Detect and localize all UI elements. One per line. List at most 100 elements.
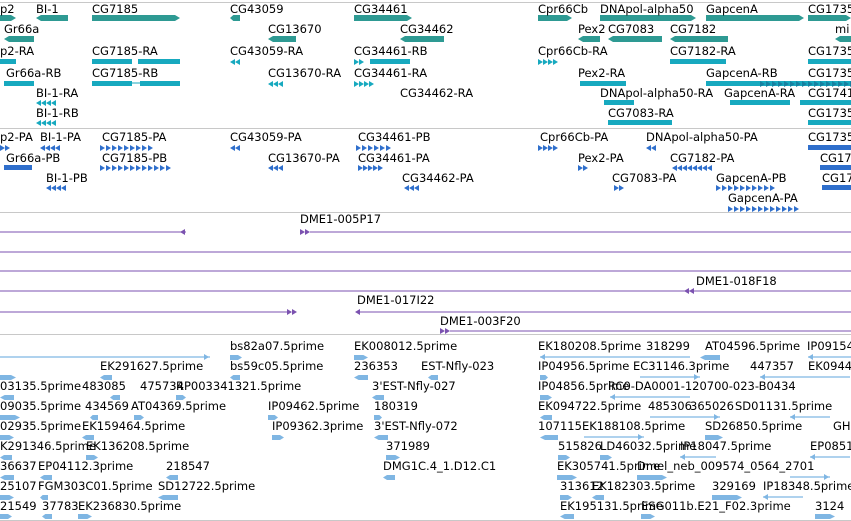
feature-glyph[interactable] [400,36,444,42]
feature-label[interactable]: K291346.5prime [0,439,96,453]
feature-label[interactable]: CG1735 [808,106,851,120]
feature-label[interactable]: CG1735 [808,44,851,58]
feature-glyph[interactable] [0,495,14,500]
feature-label[interactable]: EK188108.5prime [582,419,686,433]
feature-glyph[interactable] [0,475,14,480]
feature-label[interactable]: Gr66a-RB [6,66,62,80]
feature-glyph[interactable] [0,15,16,21]
feature-glyph[interactable] [580,81,626,86]
feature-label[interactable]: CG34461-RB [354,44,428,58]
feature-label[interactable]: Pex2-RA [578,66,626,80]
feature-glyph[interactable] [600,15,696,21]
feature-glyph[interactable] [78,514,92,519]
feature-label[interactable]: EP0851 [810,439,851,453]
feature-label[interactable]: EK094416. [808,359,851,373]
feature-glyph[interactable] [0,375,16,380]
feature-glyph[interactable] [372,395,384,400]
feature-glyph[interactable] [230,15,240,21]
feature-label[interactable]: SD12722.5prime [158,479,256,493]
feature-label[interactable]: 03135.5prime [0,379,82,393]
feature-label[interactable]: CG7083 [608,22,655,36]
feature-label[interactable]: EK136208.5prime [86,439,190,453]
feature-label[interactable]: CG17 [820,151,851,165]
feature-label[interactable]: DNApol-alpha50-RA [600,86,714,100]
feature-label[interactable]: IP18348.5prime [763,479,851,493]
feature-glyph[interactable] [0,514,12,519]
feature-glyph[interactable] [42,514,52,519]
feature-label[interactable]: GapcenA-PB [716,171,787,185]
feature-label[interactable]: CG34461-PA [358,151,430,165]
feature-glyph[interactable] [110,395,120,400]
feature-label[interactable]: CG7083-RA [608,106,674,120]
feature-label[interactable]: CG1735 [808,66,851,80]
feature-label[interactable]: 21549 [0,499,37,513]
feature-label[interactable]: BI-1-RA [36,86,79,100]
feature-glyph[interactable] [0,59,16,64]
feature-label[interactable]: 313612 [560,479,604,493]
feature-label[interactable]: 02935.5prime [0,419,82,433]
feature-label[interactable]: CG34462 [400,22,454,36]
feature-label[interactable]: AT04369.5prime [131,399,227,413]
feature-label[interactable]: Dmel_neb_009574_0564_2701 [637,459,815,473]
feature-label[interactable]: CG17 [822,171,851,185]
feature-label[interactable]: Cpr66Cb-RA [538,44,608,58]
feature-label[interactable]: CG7185-PA [102,130,167,144]
feature-glyph[interactable] [92,59,132,64]
feature-label[interactable]: CG43059-RA [230,44,304,58]
feature-glyph[interactable] [592,495,604,500]
feature-label[interactable]: 236353 [354,359,398,373]
feature-label[interactable]: ESG011b.E21_F02.3prime [641,499,791,513]
feature-glyph[interactable] [540,375,548,380]
feature-label[interactable]: CG7185-RB [92,66,159,80]
feature-label[interactable]: EP04112.3prime [38,459,134,473]
feature-label[interactable]: DNApol-alpha50 [600,2,694,16]
feature-label[interactable]: EK182303.5prime [592,479,696,493]
feature-glyph[interactable] [835,36,851,42]
feature-glyph[interactable] [100,375,112,380]
feature-glyph[interactable] [705,435,723,440]
feature-label[interactable]: 365026 [690,399,734,413]
feature-label[interactable]: EK159464.5prime [82,419,186,433]
feature-label[interactable]: CG1741 [808,86,851,100]
feature-glyph[interactable] [808,15,851,21]
feature-label[interactable]: Pex2 [578,22,606,36]
feature-label[interactable]: 3'EST-Nfly-072 [374,419,458,433]
feature-glyph[interactable] [600,455,612,460]
feature-glyph[interactable] [712,495,742,500]
feature-glyph[interactable] [560,495,572,500]
feature-glyph[interactable] [92,15,180,21]
feature-label[interactable]: 37783 [42,499,79,513]
feature-label[interactable]: EK008012.5prime [354,339,458,353]
feature-label[interactable]: CG43059 [230,2,284,16]
feature-label[interactable]: LD46032.5prime [600,439,697,453]
feature-label[interactable]: FGM303C01.5prime [38,479,153,493]
feature-glyph[interactable] [560,514,574,519]
feature-label[interactable]: CG13670-RA [268,66,342,80]
feature-label[interactable]: CG7185-PB [102,151,168,165]
feature-label[interactable]: 318299 [646,339,690,353]
feature-glyph[interactable] [808,145,851,150]
feature-label[interactable]: EK094722.5prime [538,399,642,413]
feature-glyph[interactable] [540,415,552,420]
feature-label[interactable]: 329169 [712,479,756,493]
feature-glyph[interactable] [354,355,368,360]
feature-label[interactable]: DME1-018F18 [696,274,777,288]
feature-glyph[interactable] [230,375,240,380]
feature-label[interactable]: CG34461-PB [358,130,431,144]
feature-glyph[interactable] [40,495,48,500]
feature-label[interactable]: CG1735 [808,130,851,144]
feature-glyph[interactable] [40,475,52,480]
feature-label[interactable]: GH1102 [833,419,851,433]
feature-glyph[interactable] [176,395,186,400]
feature-label[interactable]: 3'EST-Nfly-027 [372,379,456,393]
feature-label[interactable]: IP18047.5prime [680,439,772,453]
feature-label[interactable]: 371989 [386,439,430,453]
feature-label[interactable]: RP003341321.5prime [176,379,302,393]
feature-label[interactable]: EK195131.5prime [560,499,664,513]
feature-glyph[interactable] [374,435,388,440]
feature-label[interactable]: EK236830.5prime [78,499,182,513]
feature-label[interactable]: Cpr66Cb [538,2,589,16]
feature-glyph[interactable] [0,455,12,460]
feature-glyph[interactable] [428,375,438,380]
feature-label[interactable]: EK305741.5prime [557,459,661,473]
